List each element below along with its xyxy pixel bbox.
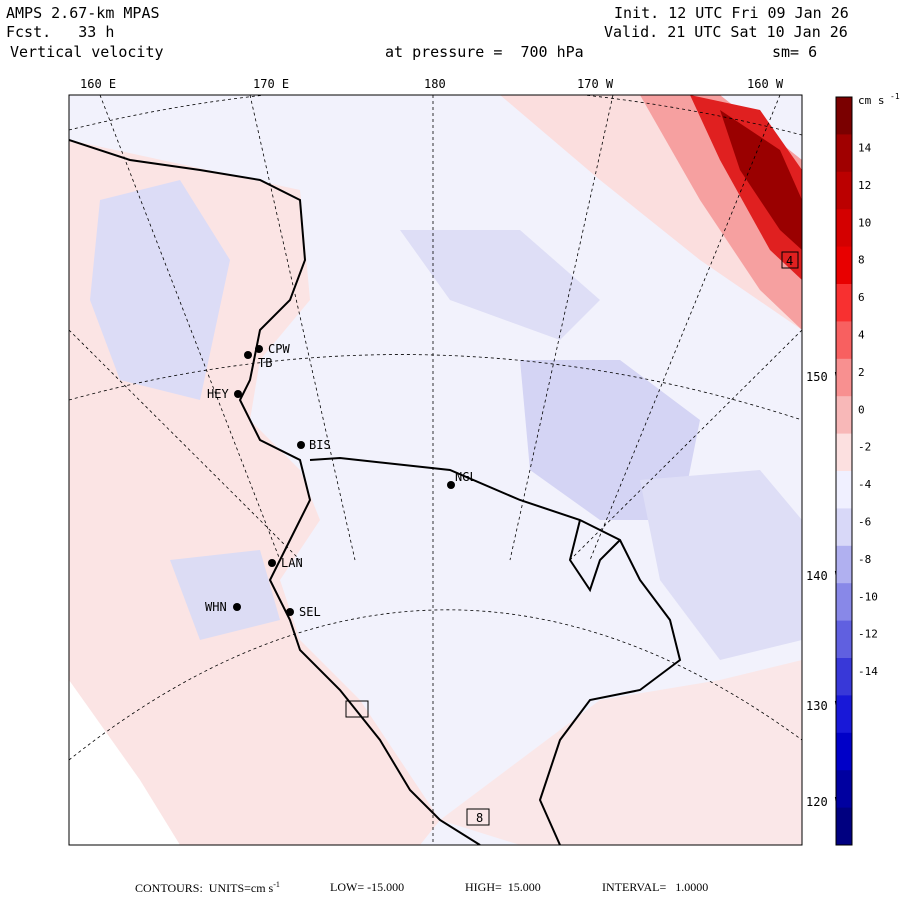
smoothing: sm= 6 <box>772 43 818 61</box>
colorbar-swatch <box>836 433 852 472</box>
station-dot-sel <box>286 608 294 616</box>
colorbar-swatch <box>836 807 852 846</box>
colorbar-tick-label: -2 <box>858 441 871 454</box>
colorbar-tick-label: 12 <box>858 179 871 192</box>
station-label-lan: LAN <box>281 556 303 570</box>
lat-label-120w: 120 W <box>806 795 843 809</box>
colorbar-tick-label: -14 <box>858 665 878 678</box>
station-dot-cpw <box>255 345 263 353</box>
station-label-whn: WHN <box>205 600 227 614</box>
pressure-level: at pressure = 700 hPa <box>385 43 584 61</box>
lat-label-130w: 130 W <box>806 699 843 713</box>
colorbar-swatch <box>836 620 852 659</box>
colorbar-tick-label: -8 <box>858 553 871 566</box>
colorbar-tick-label: -12 <box>858 628 878 641</box>
lon-label-180: 180 <box>424 77 446 91</box>
colorbar-swatch <box>836 471 852 509</box>
colorbar-swatch <box>836 97 852 135</box>
station-dot-tb <box>244 351 252 359</box>
station-markers: CPW TB HEY BIS NGL LAN WHN SEL <box>205 342 477 619</box>
station-dot-hey <box>234 390 242 398</box>
footer-contours-text: CONTOURS: UNITS=cm s <box>135 881 274 895</box>
marker-box-4-label: 4 <box>786 254 793 268</box>
station-label-hey: HEY <box>207 387 229 401</box>
station-label-cpw: CPW <box>268 342 290 356</box>
lat-label-140w: 140 W <box>806 569 843 583</box>
colorbar <box>835 96 853 846</box>
colorbar-swatch <box>836 209 852 248</box>
lon-label-170w: 170 W <box>577 77 614 91</box>
colorbar-swatch <box>836 658 852 696</box>
station-dot-bis <box>297 441 305 449</box>
map-panel <box>69 95 802 845</box>
colorbar-swatch <box>836 284 852 322</box>
station-dot-lan <box>268 559 276 567</box>
init-time: Init. 12 UTC Fri 09 Jan 26 <box>614 4 849 22</box>
marker-box-4 <box>781 251 799 269</box>
station-label-sel: SEL <box>299 605 321 619</box>
station-label-tb: TB <box>258 356 272 370</box>
colorbar-swatch <box>836 770 852 809</box>
footer-units-exp: -1 <box>273 880 280 889</box>
colorbar-tick-label: 0 <box>858 403 865 416</box>
forecast-hour: Fcst. 33 h <box>6 23 115 41</box>
colorbar-tick-label: -10 <box>858 590 878 603</box>
lon-label-170e: 170 E <box>253 77 289 91</box>
colorbar-tick-label: 8 <box>858 254 865 267</box>
model-title: AMPS 2.67-km MPAS <box>6 4 160 22</box>
station-label-ngl: NGL <box>455 470 477 484</box>
marker-box-8-label: 8 <box>476 811 483 825</box>
colorbar-tick-label: -4 <box>858 478 872 491</box>
colorbar-tick-label: 14 <box>858 141 872 154</box>
lon-label-160e: 160 E <box>80 77 116 91</box>
marker-box-a <box>345 700 369 718</box>
lon-label-160w: 160 W <box>747 77 784 91</box>
colorbar-swatch <box>836 321 852 360</box>
station-dot-ngl <box>447 481 455 489</box>
colorbar-swatch <box>836 583 852 622</box>
colorbar-units: cm s <box>858 94 885 107</box>
colorbar-units-exp: -1 <box>890 92 900 101</box>
colorbar-swatch <box>836 508 852 547</box>
colorbar-tick-label: 6 <box>858 291 865 304</box>
colorbar-swatch <box>836 732 852 771</box>
colorbar-swatch <box>836 246 852 285</box>
station-dot-whn <box>233 603 241 611</box>
valid-time: Valid. 21 UTC Sat 10 Jan 26 <box>604 23 848 41</box>
colorbar-swatch <box>836 545 852 584</box>
colorbar-tick-label: 10 <box>858 216 871 229</box>
station-label-bis: BIS <box>309 438 331 452</box>
colorbar-tick-label: 4 <box>858 328 865 341</box>
colorbar-swatch <box>836 134 852 173</box>
footer-high: HIGH= 15.000 <box>465 880 541 894</box>
footer-interval: INTERVAL= 1.0000 <box>602 880 709 894</box>
colorbar-swatch <box>836 695 852 734</box>
colorbar-tick-label: 2 <box>858 366 865 379</box>
marker-box-8 <box>466 808 490 826</box>
field-name: Vertical velocity <box>10 43 164 61</box>
colorbar-swatch <box>836 171 852 210</box>
colorbar-tick-label: -6 <box>858 515 871 528</box>
footer-contours: CONTOURS: UNITS=cm s-1 <box>135 880 280 896</box>
footer-low: LOW= -15.000 <box>330 880 405 894</box>
colorbar-swatch <box>836 358 852 397</box>
lat-label-150w: 150 W <box>806 370 843 384</box>
colorbar-swatch <box>836 396 852 435</box>
